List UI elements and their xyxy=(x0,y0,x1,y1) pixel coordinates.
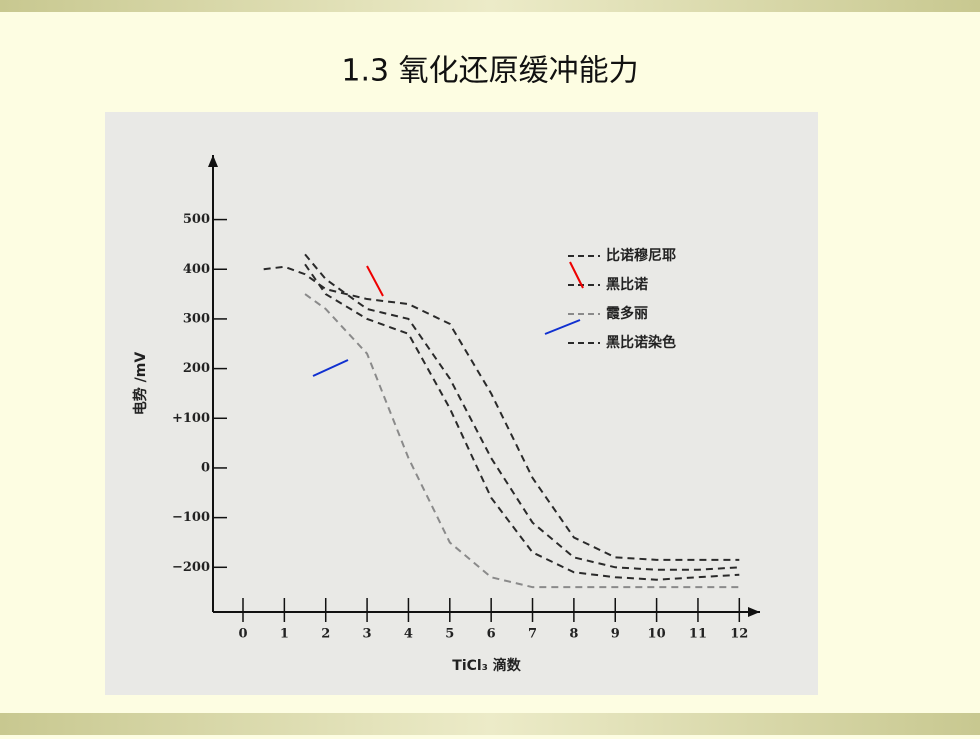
legend-label: 比诺穆尼耶 xyxy=(606,247,676,264)
x-tick-label: 2 xyxy=(321,627,330,642)
y-axis-label: 电势 /mV xyxy=(132,352,149,416)
arrow xyxy=(544,319,581,335)
y-arrow xyxy=(208,155,218,167)
y-tick-label: 300 xyxy=(183,311,210,326)
x-tick-label: 6 xyxy=(487,627,496,642)
x-tick-label: 4 xyxy=(404,627,413,642)
series-line xyxy=(304,263,740,581)
legend-label: 霞多丽 xyxy=(606,305,648,322)
y-tick-label: +100 xyxy=(172,411,210,426)
x-axis-label: TiCl₃ 滴数 xyxy=(452,657,521,674)
x-tick-label: 9 xyxy=(611,627,620,642)
slide-title: 1.3 氧化还原缓冲能力 xyxy=(341,54,638,89)
series-line xyxy=(304,293,740,589)
y-tick-label: −100 xyxy=(172,510,210,525)
series-line xyxy=(304,253,740,571)
top-bar xyxy=(0,0,980,12)
x-tick-label: 3 xyxy=(363,627,372,642)
legend-label: 黑比诺染色 xyxy=(606,334,676,351)
y-tick-label: 200 xyxy=(183,361,210,376)
bottom-bar xyxy=(0,713,980,735)
x-tick-label: 0 xyxy=(238,627,247,642)
arrow xyxy=(569,261,584,289)
legend-label: 黑比诺 xyxy=(606,276,648,293)
arrow xyxy=(366,265,384,297)
x-tick-label: 5 xyxy=(445,627,454,642)
y-tick-label: 0 xyxy=(201,460,210,475)
y-tick-label: −200 xyxy=(172,560,210,575)
photo xyxy=(105,112,818,695)
x-tick-label: 1 xyxy=(280,627,289,642)
x-tick-label: 8 xyxy=(569,627,578,642)
x-tick-label: 11 xyxy=(689,627,707,642)
x-tick-label: 12 xyxy=(730,627,748,642)
x-tick-label: 7 xyxy=(528,627,537,642)
y-tick-label: 400 xyxy=(183,262,210,277)
x-arrow xyxy=(748,607,760,617)
x-tick-label: 10 xyxy=(648,627,666,642)
y-tick-label: 500 xyxy=(183,212,210,227)
arrow xyxy=(312,359,349,377)
